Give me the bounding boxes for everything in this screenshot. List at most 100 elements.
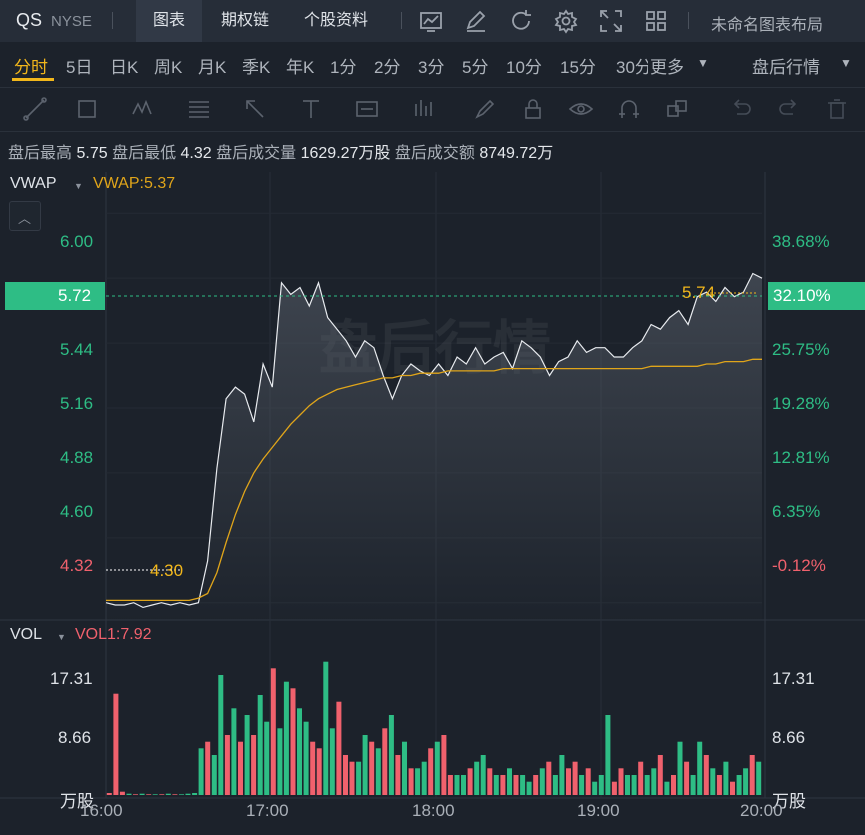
current-pct-tag: 32.10%	[768, 282, 865, 310]
volume-bar	[231, 708, 237, 795]
volume-bar	[493, 775, 499, 795]
x-tick: 19:00	[577, 801, 620, 820]
vol-y-tick-right: 8.66	[772, 728, 806, 747]
volume-bar	[723, 761, 729, 795]
volume-bar	[323, 661, 329, 795]
period-5d[interactable]: 5日	[66, 58, 93, 77]
volume-bar	[441, 735, 447, 795]
x-tick: 18:00	[412, 801, 455, 820]
y-tick-right: 25.75%	[772, 340, 830, 359]
period-quarter[interactable]: 季K	[242, 58, 271, 77]
label-icon[interactable]	[354, 96, 380, 122]
rectangle-icon[interactable]	[74, 96, 100, 122]
gear-icon[interactable]	[553, 8, 579, 34]
tab-options-chain[interactable]: 期权链	[220, 12, 269, 29]
period-year[interactable]: 年K	[286, 58, 315, 77]
volume-bar	[303, 721, 309, 795]
volume-bar	[382, 728, 388, 795]
magnet-icon[interactable]	[616, 96, 642, 122]
collapse-button[interactable]: ︿	[9, 201, 41, 231]
current-price: 5.72	[58, 286, 92, 305]
undo-icon[interactable]	[728, 96, 754, 122]
volume-bar	[316, 748, 322, 795]
period-3min[interactable]: 3分	[418, 58, 445, 77]
period-day[interactable]: 日K	[110, 58, 139, 77]
text-icon[interactable]	[298, 96, 324, 122]
volume-bar	[526, 781, 532, 795]
layers-icon[interactable]	[664, 96, 690, 122]
eye-icon[interactable]	[568, 96, 594, 122]
period-month[interactable]: 月K	[198, 58, 227, 77]
arrow-icon[interactable]	[242, 96, 268, 122]
grid-icon[interactable]	[643, 8, 669, 34]
chart-icon[interactable]	[418, 8, 444, 34]
volume-bar	[139, 793, 145, 795]
y-tick-left: 6.00	[60, 232, 94, 251]
pattern-icon[interactable]	[130, 96, 156, 122]
x-tick: 16:00	[80, 801, 123, 820]
volume-bar	[657, 755, 663, 795]
period-15min[interactable]: 15分	[560, 58, 596, 77]
vwap-indicator-name[interactable]: VWAP	[10, 175, 57, 192]
volume-bar	[192, 793, 198, 795]
volume-bar	[356, 761, 362, 795]
vol-y-tick-left: 17.31	[50, 669, 93, 688]
volume-bar	[113, 693, 119, 795]
bars-icon[interactable]	[410, 96, 436, 122]
vol-value: VOL1:7.92	[75, 626, 152, 643]
period-intraday[interactable]: 分时	[14, 58, 48, 77]
chevron-down-icon[interactable]: ▼	[57, 632, 66, 642]
volume-bar	[283, 681, 289, 795]
volume-bar	[710, 768, 716, 795]
trash-icon[interactable]	[824, 96, 850, 122]
period-5min[interactable]: 5分	[462, 58, 489, 77]
layout-name[interactable]: 未命名图表布局	[711, 17, 824, 34]
chevron-down-icon[interactable]: ▼	[74, 181, 83, 191]
brush-icon[interactable]	[472, 96, 498, 122]
volume-bar	[133, 794, 138, 795]
refresh-icon[interactable]	[508, 8, 534, 34]
trendline-icon[interactable]	[22, 96, 48, 122]
volume-bar	[618, 768, 624, 795]
session-selector[interactable]: 盘后行情	[752, 58, 820, 77]
chevron-down-icon[interactable]: ▼	[697, 56, 709, 70]
fullscreen-icon[interactable]	[598, 8, 624, 34]
period-10min[interactable]: 10分	[506, 58, 542, 77]
volume-bar	[336, 701, 342, 795]
min-price-label: 4.30	[150, 561, 184, 580]
volume-bar	[224, 735, 230, 795]
period-2min[interactable]: 2分	[374, 58, 401, 77]
volume-bar	[697, 741, 703, 795]
volume-bar	[244, 715, 250, 795]
volume-bar	[730, 781, 735, 795]
volume-bar	[434, 741, 440, 795]
symbol[interactable]: QS	[16, 10, 43, 30]
chevron-down-icon[interactable]: ▼	[840, 56, 852, 70]
tab-chart[interactable]: 图表	[136, 0, 202, 42]
volume-bar	[421, 761, 427, 795]
y-tick-right: 19.28%	[772, 394, 830, 413]
volume-bar	[559, 755, 565, 795]
fib-icon[interactable]	[186, 96, 212, 122]
volume-bars	[106, 661, 762, 795]
volume-value: 1629.27万股	[300, 145, 391, 162]
x-tick: 20:00	[740, 801, 783, 820]
period-bar: 分时 5日 日K 周K 月K 季K 年K 1分 2分 3分 5分 10分 15分…	[0, 42, 865, 86]
period-30min[interactable]: 30分	[616, 58, 648, 77]
period-week[interactable]: 周K	[154, 58, 183, 77]
volume-bar	[625, 775, 630, 795]
redo-icon[interactable]	[776, 96, 802, 122]
edit-icon[interactable]	[463, 8, 489, 34]
lock-icon[interactable]	[520, 96, 546, 122]
volume-bar	[211, 755, 217, 795]
top-bar: QS NYSE 图表 期权链 个股资料 未命名图表布局	[0, 0, 865, 42]
volume-bar	[165, 793, 171, 795]
period-1min[interactable]: 1分	[330, 58, 357, 77]
y-tick-left: 5.16	[60, 394, 94, 413]
tab-stock-profile[interactable]: 个股资料	[303, 12, 368, 29]
vwap-line	[106, 358, 762, 602]
volume-bar	[395, 755, 401, 795]
period-more[interactable]: 更多	[650, 58, 684, 77]
vol-indicator-name[interactable]: VOL	[10, 626, 43, 643]
